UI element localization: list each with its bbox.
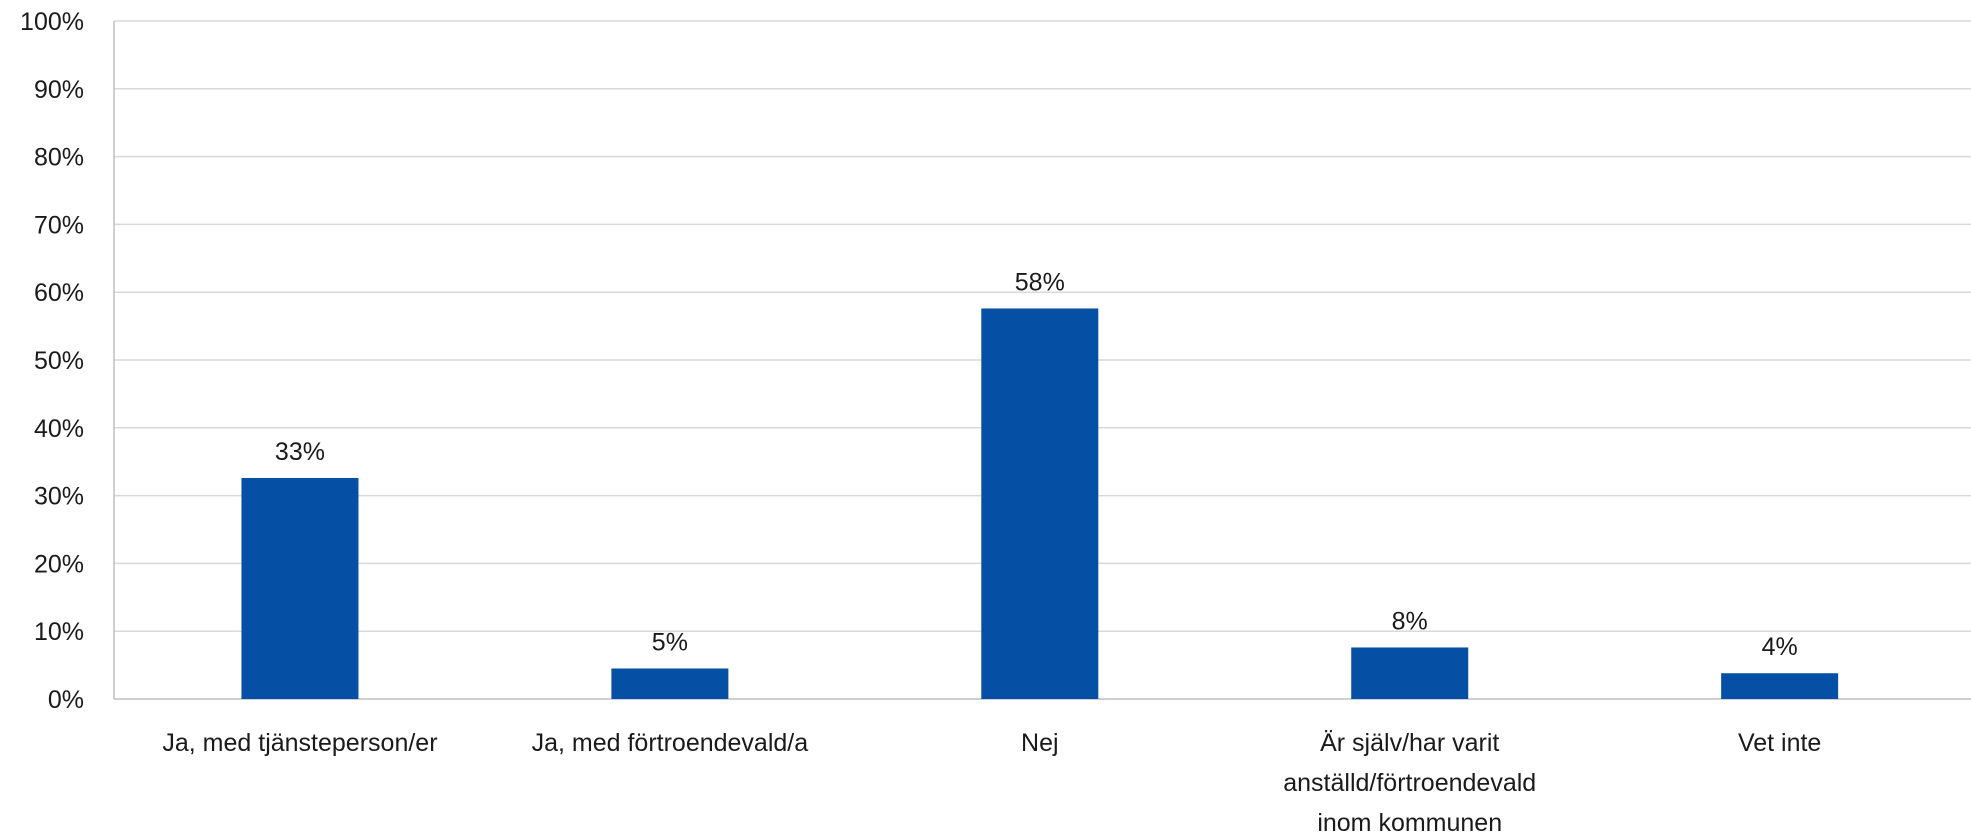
bars (241, 308, 1839, 699)
x-category-label: Ja, med tjänsteperson/er (162, 729, 437, 757)
x-category-label-line: Är själv/har varit (1320, 729, 1499, 757)
bar (981, 308, 1099, 699)
y-tick-label: 10% (34, 618, 84, 646)
data-label: 4% (1762, 633, 1798, 661)
bar (241, 477, 359, 699)
y-tick-label: 70% (34, 211, 84, 239)
data-label: 58% (1015, 268, 1065, 296)
x-category-label-line: inom kommunen (1317, 809, 1502, 834)
y-tick-label: 60% (34, 279, 84, 307)
labels: 0% 10% 20% 30% 40% 50% 60% 70% 80% 90% 100% 33% Ja, … (20, 8, 1821, 834)
y-tick-label: 30% (34, 483, 84, 511)
y-tick-label: 80% (34, 144, 84, 172)
x-category-label-line: Vet inte (1738, 729, 1821, 757)
bar (1351, 647, 1469, 699)
x-category-label: Ja, med förtroendevald/a (532, 729, 809, 757)
y-tick-label: 50% (34, 347, 84, 375)
data-label: 33% (275, 438, 325, 466)
y-tick-label: 40% (34, 415, 84, 443)
x-category-label: Är själv/har varit anställd/förtroendeval… (1283, 729, 1536, 834)
x-category-label-line: anställd/förtroendevald (1283, 769, 1536, 797)
y-tick-label: 100% (20, 8, 84, 36)
y-tick-label: 0% (48, 686, 84, 714)
data-label: 8% (1392, 607, 1428, 635)
y-tick-label: 20% (34, 550, 84, 578)
bar (611, 668, 729, 699)
x-category-label-line: Ja, med förtroendevald/a (532, 729, 809, 757)
y-tick-label: 90% (34, 76, 84, 104)
x-category-label: Vet inte (1738, 729, 1821, 757)
bar (1721, 673, 1839, 699)
x-category-label-line: Ja, med tjänsteperson/er (162, 729, 437, 757)
x-category-label: Nej (1021, 729, 1059, 757)
x-category-label-line: Nej (1021, 729, 1059, 757)
data-label: 5% (652, 628, 688, 656)
